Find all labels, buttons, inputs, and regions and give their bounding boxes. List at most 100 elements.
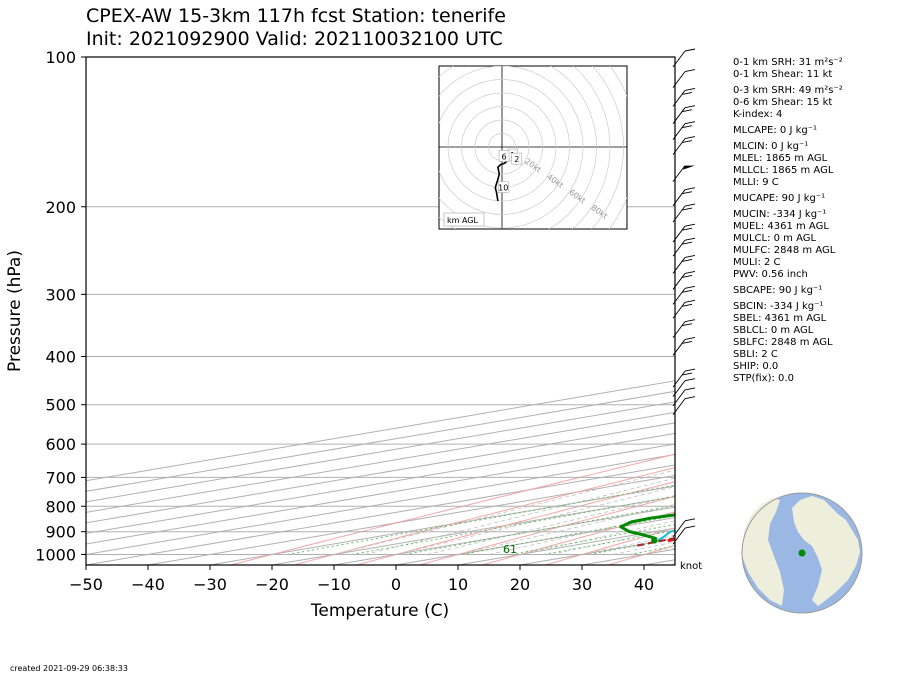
stat-line: SBLCL: 0 m AGL — [733, 325, 814, 336]
hodograph-height-label: 2 — [514, 155, 519, 164]
y-axis-label: Pressure (hPa) — [5, 250, 25, 372]
created-timestamp: created 2021-09-29 06:38:33 — [10, 664, 128, 673]
dry-adiabat-line — [482, 511, 675, 565]
x-tick-label: −40 — [131, 575, 165, 594]
chart-title-line2: Init: 2021092900 Valid: 202110032100 UTC — [86, 28, 503, 50]
y-tick-label: 400 — [45, 348, 76, 367]
stability-indices: 0-1 km SRH: 31 m²s⁻² 0-1 km Shear: 11 kt 0… — [733, 57, 843, 385]
wind-barb — [672, 285, 696, 305]
x-tick-label: 30 — [572, 575, 592, 594]
dry-adiabat-line — [860, 57, 906, 565]
stat-line: MULCL: 0 m AGL — [733, 233, 817, 244]
chart-title-line1: CPEX-AW 15-3km 117h fcst Station: teneri… — [86, 5, 506, 27]
hodograph-ring — [439, 79, 570, 215]
stat-line: 0-3 km SRH: 49 m²s⁻² — [733, 85, 843, 96]
stat-line: SBCAPE: 90 J kg⁻¹ — [733, 285, 823, 296]
hodograph-height-box — [497, 181, 509, 193]
wind-barb — [672, 87, 696, 107]
wind-barb — [672, 271, 696, 290]
wind-barb — [672, 368, 696, 388]
isotherm-line — [86, 380, 675, 482]
stat-line: K-index: 4 — [733, 109, 783, 120]
dry-adiabat-line — [419, 495, 675, 565]
wind-barb — [672, 69, 696, 88]
hodograph-ring — [439, 66, 597, 229]
stat-line: SBLI: 2 C — [733, 349, 778, 360]
wind-barb — [672, 396, 696, 415]
wind-barbs — [672, 48, 696, 565]
surface-label: 61 — [503, 543, 517, 556]
isotherm-line — [147, 475, 675, 565]
isotherm-line — [86, 443, 675, 545]
stat-line: 0-6 km Shear: 15 kt — [733, 97, 833, 108]
globe-land-americas — [742, 498, 784, 606]
isotherm-line — [86, 453, 675, 555]
isotherm-line — [86, 390, 675, 492]
x-tick-label: 40 — [634, 575, 654, 594]
x-axis-label: Temperature (C) — [310, 601, 449, 621]
wind-barb — [672, 121, 696, 140]
globe-outline — [741, 492, 863, 614]
isotherm-line — [86, 464, 675, 565]
y-tick-label: 900 — [45, 523, 76, 542]
wind-barb — [672, 187, 696, 206]
y-tick-label: 100 — [45, 48, 76, 67]
hodograph-ring — [571, 66, 611, 229]
moist-adiabat-line — [427, 495, 675, 555]
isotherm-line — [86, 422, 675, 524]
stat-line: MUCIN: -334 J kg⁻¹ — [733, 209, 827, 220]
location-globe — [741, 492, 863, 614]
wind-barb — [672, 518, 696, 538]
wind-barb — [672, 48, 696, 68]
stat-line: PWV: 0.56 inch — [733, 269, 808, 280]
wind-barb — [672, 237, 696, 257]
hodograph-ring — [439, 66, 584, 229]
globe-land-europe-africa — [792, 496, 860, 606]
hodograph-legend-box — [443, 212, 485, 227]
y-tick-label: 600 — [45, 435, 76, 454]
stat-line: SBCIN: -334 J kg⁻¹ — [733, 301, 824, 312]
x-tick-label: −20 — [255, 575, 289, 594]
stat-line: STP(fix): 0.0 — [733, 373, 794, 384]
x-tick-label: 0 — [391, 575, 401, 594]
y-tick-label: 200 — [45, 198, 76, 217]
moist-adiabat-line — [489, 512, 675, 555]
surface-dewpoint-marker — [651, 537, 658, 544]
wind-barb — [672, 299, 696, 319]
y-tick-label: 500 — [45, 396, 76, 415]
wind-barb — [672, 165, 695, 182]
moist-adiabat-line — [551, 527, 675, 555]
hodograph-height-box — [511, 152, 523, 165]
x-tick-label: 10 — [448, 575, 468, 594]
isotherm-line — [86, 401, 675, 503]
stat-line: MULFC: 2848 m AGL — [733, 245, 836, 256]
hodograph-ring — [591, 66, 624, 229]
x-tick-label: −10 — [317, 575, 351, 594]
stat-line: SHIP: 0.0 — [733, 361, 779, 372]
station-marker — [798, 549, 806, 557]
dry-adiabat-line — [356, 481, 675, 565]
y-tick-label: 300 — [45, 285, 76, 304]
profiles — [619, 513, 675, 547]
wind-barb — [672, 223, 696, 243]
wind-barb — [672, 136, 696, 155]
stat-line: SBEL: 4361 m AGL — [733, 313, 827, 324]
dry-adiabat-line — [231, 453, 675, 565]
stat-line: SBLFC: 2848 m AGL — [733, 337, 833, 348]
hodograph-ring — [447, 92, 557, 202]
stat-line: MLCAPE: 0 J kg⁻¹ — [733, 125, 818, 136]
dry-adiabat-line — [293, 467, 675, 565]
isotherm-line — [86, 432, 675, 534]
wind-barb — [672, 378, 696, 397]
wind-barb — [672, 387, 696, 407]
stat-line: MLLI: 9 C — [733, 177, 779, 188]
stat-line: MULI: 2 C — [733, 257, 781, 268]
wind-barb — [672, 254, 696, 274]
hodograph-height-label: 10 — [498, 184, 508, 193]
stat-line: 0-1 km SRH: 31 m²s⁻² — [733, 57, 843, 68]
wind-unit-label: knot — [680, 561, 702, 572]
wind-barb — [672, 319, 696, 338]
wind-barb — [672, 203, 696, 223]
